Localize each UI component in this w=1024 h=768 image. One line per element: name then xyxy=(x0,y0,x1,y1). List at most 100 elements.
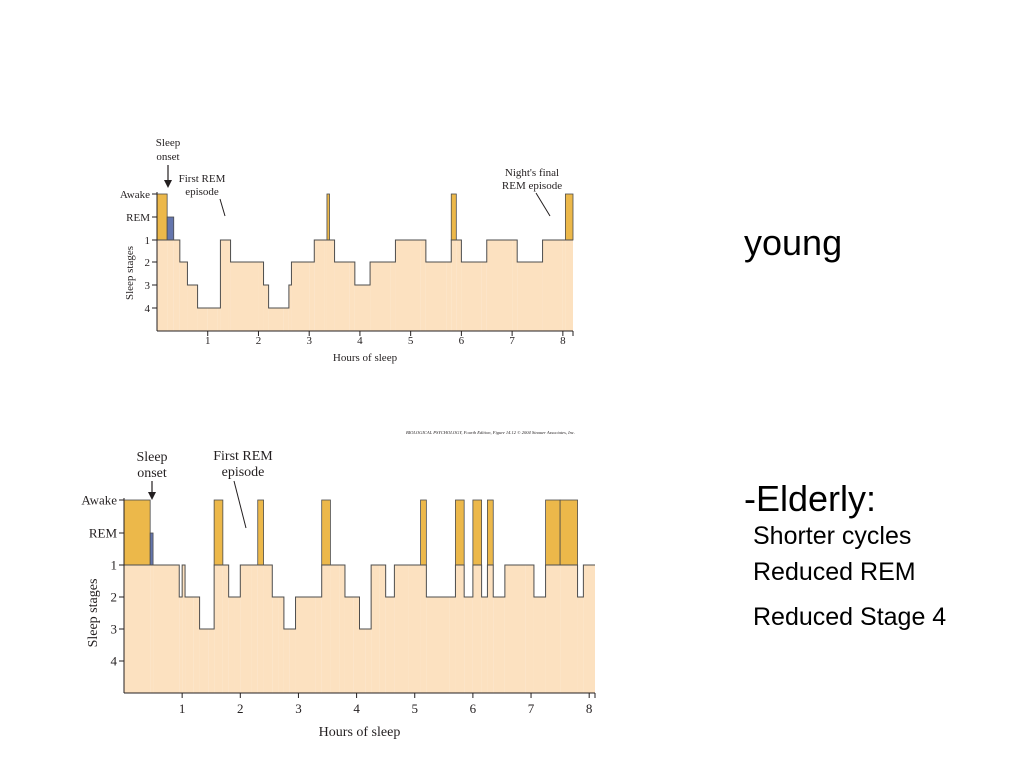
x-tick-label: 1 xyxy=(179,701,186,716)
nrem-segment xyxy=(220,240,229,331)
y-tick-label: 1 xyxy=(111,558,118,573)
nrem-segment xyxy=(537,262,543,331)
awake-segment xyxy=(545,499,561,566)
x-tick-label: 6 xyxy=(470,701,477,716)
nrem-segment xyxy=(283,629,290,693)
hypnogram-line xyxy=(157,239,573,309)
young-label: young xyxy=(744,222,843,263)
y-axis-label: Sleep stages xyxy=(86,579,101,648)
nrem-segment xyxy=(257,565,264,693)
nrem-segment xyxy=(359,629,366,693)
nrem-segment xyxy=(560,565,578,693)
nrem-segment xyxy=(512,240,518,331)
y-axis-label: Sleep stages xyxy=(124,246,136,300)
nrem-segment xyxy=(408,565,421,693)
nrem-segment xyxy=(251,565,258,693)
nrem-segment xyxy=(182,565,186,693)
annotation-text: onset xyxy=(156,151,179,163)
nrem-segment xyxy=(217,308,221,331)
nrem-segment xyxy=(425,262,447,331)
nrem-segment xyxy=(371,565,380,693)
nrem-segment xyxy=(185,597,194,693)
nrem-segment xyxy=(562,240,566,331)
nrem-segment xyxy=(263,285,269,331)
awake-segment xyxy=(326,193,330,241)
nrem-segment xyxy=(542,240,563,331)
nrem-segment xyxy=(394,565,409,693)
nrem-segment xyxy=(240,565,252,693)
x-tick-label: 6 xyxy=(459,335,465,347)
y-tick-label: 3 xyxy=(111,622,118,637)
nrem-segment xyxy=(222,565,229,693)
nrem-segment xyxy=(390,262,396,331)
nrem-segment xyxy=(199,629,209,693)
nrem-segment xyxy=(150,565,154,693)
nrem-segment xyxy=(464,597,473,693)
nrem-segment xyxy=(517,262,538,331)
x-tick-label: 8 xyxy=(560,335,566,347)
x-tick-label: 4 xyxy=(353,701,360,716)
awake-segment xyxy=(472,499,483,566)
annotation-arrowhead xyxy=(164,180,172,188)
nrem-segment xyxy=(533,597,546,693)
nrem-segment xyxy=(481,597,488,693)
elderly-point-reduced-rem: Reduced REM xyxy=(753,558,916,586)
nrem-segment xyxy=(461,262,482,331)
elderly-point-reduced-stage4: Reduced Stage 4 xyxy=(753,603,947,631)
annotation-text: First REM xyxy=(179,173,226,185)
annotation-text: Sleep xyxy=(156,137,181,149)
x-tick-label: 3 xyxy=(306,335,312,347)
awake-segment xyxy=(450,193,457,241)
y-tick-label: 3 xyxy=(145,280,151,292)
y-tick-label: 2 xyxy=(145,257,151,269)
y-tick-label: 4 xyxy=(145,303,151,315)
nrem-segment xyxy=(493,597,505,693)
nrem-segment xyxy=(420,565,427,693)
nrem-segment xyxy=(525,565,534,693)
nrem-segment xyxy=(124,565,151,693)
nrem-segment xyxy=(379,565,386,693)
nrem-segment xyxy=(214,565,223,693)
nrem-segment xyxy=(228,240,231,331)
awake-segment xyxy=(257,499,264,566)
annotation-text: episode xyxy=(185,186,219,198)
annotation-text: onset xyxy=(137,466,167,481)
nrem-segment xyxy=(187,285,193,331)
nrem-segment xyxy=(365,629,372,693)
nrem-segment xyxy=(192,285,198,331)
nrem-segment xyxy=(353,597,360,693)
nrem-segment xyxy=(309,262,315,331)
chart-elderly: Awake REM 1 2 3 4 1 2 3 4 5 6 7 8 Hours of sleep Sleep … xyxy=(81,430,596,740)
nrem-segment xyxy=(278,597,284,693)
nrem-segment xyxy=(487,565,494,693)
nrem-segment xyxy=(455,565,465,693)
x-tick-label: 2 xyxy=(237,701,244,716)
nrem-segment xyxy=(456,240,462,331)
nrem-segment xyxy=(258,262,264,331)
x-tick-label: 7 xyxy=(528,701,535,716)
nrem-segment xyxy=(339,565,345,693)
nrem-segment xyxy=(354,285,365,331)
nrem-segment xyxy=(395,240,421,331)
awake-segment xyxy=(213,499,224,566)
y-tick-label: 2 xyxy=(111,590,118,605)
nrem-segment xyxy=(472,565,482,693)
rem-segment xyxy=(166,216,175,241)
nrem-segment xyxy=(545,565,561,693)
x-tick-label: 2 xyxy=(256,335,262,347)
nrem-segment xyxy=(344,597,354,693)
awake-segment xyxy=(564,193,574,241)
nrem-segment xyxy=(315,597,322,693)
x-tick-label: 5 xyxy=(411,701,418,716)
x-axis-label: Hours of sleep xyxy=(319,725,401,740)
annotation-pointer xyxy=(219,198,226,217)
nrem-segment xyxy=(446,262,452,331)
nrem-segment xyxy=(370,262,391,331)
nrem-segment xyxy=(197,308,208,331)
x-tick-label: 1 xyxy=(205,335,211,347)
elderly-heading: -Elderly: xyxy=(744,478,877,519)
nrem-segment xyxy=(326,240,330,331)
elderly-point-shorter-cycles: Shorter cycles xyxy=(753,522,912,550)
nrem-segment xyxy=(365,285,371,331)
